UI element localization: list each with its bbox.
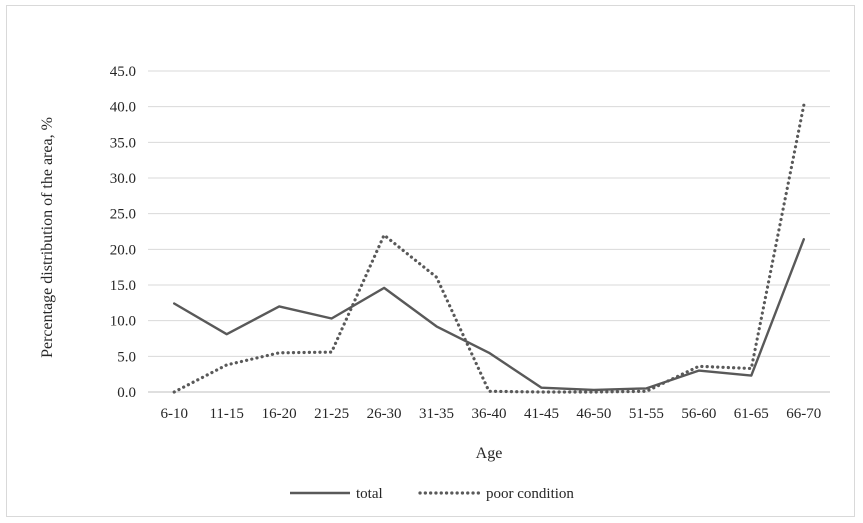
x-axis-title: Age [476, 445, 503, 462]
x-tick-label: 41-45 [524, 406, 559, 422]
y-tick-label: 0.0 [117, 385, 136, 401]
y-tick-label: 40.0 [110, 100, 136, 116]
series-line-poor-condition [172, 103, 806, 394]
legend: total poor condition [290, 486, 574, 502]
x-tick-label: 61-65 [734, 406, 769, 422]
gridlines [148, 70, 830, 393]
series-line-total [172, 238, 805, 392]
y-axis-ticks: 0.0 5.0 10.0 15.0 20.0 25.0 30.0 35.0 40.0 45.0 [110, 64, 136, 401]
y-tick-label: 30.0 [110, 171, 136, 187]
series-lines [172, 103, 806, 394]
y-tick-label: 15.0 [110, 278, 136, 294]
x-tick-label: 26-30 [367, 406, 402, 422]
x-tick-label: 56-60 [681, 406, 716, 422]
y-tick-label: 25.0 [110, 207, 136, 223]
x-tick-label: 46-50 [576, 406, 611, 422]
x-tick-label: 16-20 [262, 406, 297, 422]
x-tick-label: 66-70 [786, 406, 821, 422]
legend-label-total: total [356, 486, 383, 502]
y-axis-title: Percentage distribution of the area, % [39, 117, 56, 358]
x-tick-label: 11-15 [209, 406, 243, 422]
chart-frame [6, 5, 855, 517]
x-tick-label: 21-25 [314, 406, 349, 422]
y-tick-label: 10.0 [110, 314, 136, 330]
x-tick-label: 6-10 [160, 406, 188, 422]
y-tick-label: 20.0 [110, 242, 136, 258]
y-tick-label: 35.0 [110, 135, 136, 151]
y-tick-label: 5.0 [117, 349, 136, 365]
y-tick-label: 45.0 [110, 64, 136, 80]
x-tick-label: 51-55 [629, 406, 664, 422]
legend-label-poor-condition: poor condition [486, 486, 574, 502]
x-tick-label: 31-35 [419, 406, 454, 422]
x-axis-ticks: 6-10 11-15 16-20 21-25 26-30 31-35 36-40 41-45 4… [160, 406, 821, 422]
x-tick-label: 36-40 [472, 406, 507, 422]
